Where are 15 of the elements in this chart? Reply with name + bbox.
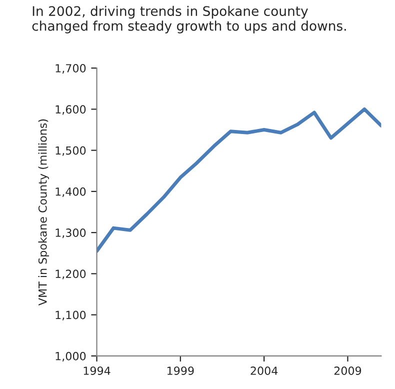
y-tick-label: 1,600: [56, 105, 86, 115]
x-tick-label: 2004: [250, 366, 278, 375]
y-tick-label: 1,500: [56, 146, 86, 156]
line-series: [96, 107, 382, 253]
x-tick-label: 1994: [84, 366, 110, 375]
y-tick-label: 1,700: [56, 64, 86, 74]
x-tick-label: 1999: [168, 366, 194, 375]
y-axis-title: VMT in Spokane County (millions): [38, 119, 49, 306]
x-tick-label: 2009: [334, 366, 362, 375]
y-tick-label: 1,200: [56, 270, 86, 280]
y-tick-label: 1,100: [56, 310, 86, 320]
y-tick-label: 1,000: [56, 352, 86, 362]
y-tick-label: 1,400: [56, 187, 86, 197]
y-tick-label: 1,300: [56, 228, 86, 238]
chart-title: In 2002, driving trends in Spokane county changed from steady growth to ups and downs.: [32, 6, 346, 34]
